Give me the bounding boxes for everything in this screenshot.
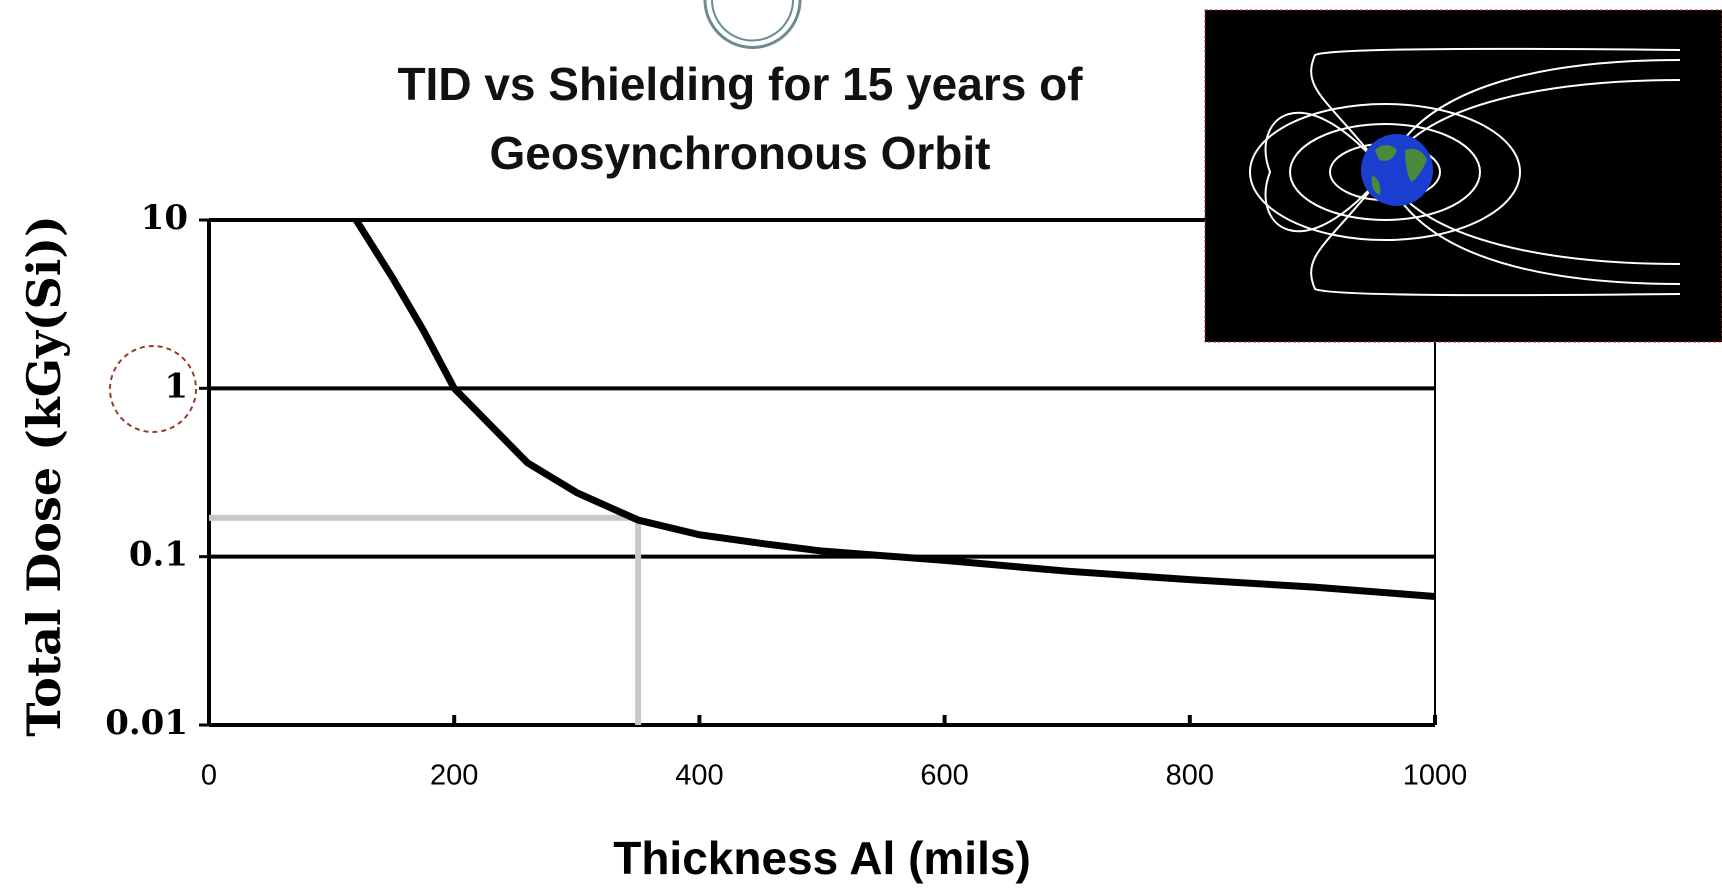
x-tick-label: 800 [1166, 760, 1214, 792]
chart-title: TID vs Shielding for 15 years of Geosync… [330, 50, 1150, 188]
earth [1361, 134, 1433, 206]
y-tick-label: 0.1 [129, 535, 188, 575]
x-tick-label: 200 [430, 760, 478, 792]
y-tick-label: 10 [141, 198, 188, 238]
y-tick-label: 1 [164, 366, 188, 406]
x-tick-label: 400 [675, 760, 723, 792]
y-axis-label: Total Dose (kGy(Si)) [17, 215, 71, 737]
x-tick-label: 0 [201, 760, 217, 792]
x-tick-label: 600 [920, 760, 968, 792]
x-tick-label: 1000 [1403, 760, 1468, 792]
decor-arc [712, 0, 793, 41]
y-tick-label: 0.01 [105, 703, 188, 743]
x-axis-label: Thickness Al (mils) [613, 832, 1031, 884]
page: Total Dose (kGy(Si)) Thickness Al (mils)… [0, 0, 1722, 889]
inset-image [1205, 10, 1722, 342]
